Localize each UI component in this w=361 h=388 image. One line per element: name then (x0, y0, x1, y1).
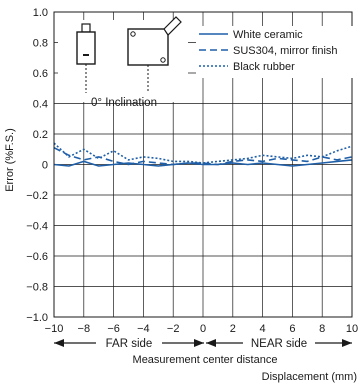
legend-label: SUS304, mirror finish (233, 45, 338, 57)
y-tick-label: 0.8 (33, 38, 48, 50)
plot-frame (53, 11, 353, 318)
legend-label: Black rubber (233, 61, 295, 73)
cylindrical-sensor-icon (76, 23, 96, 93)
y-tick-label: −0.2 (26, 190, 48, 202)
near-side-label: NEAR side (251, 338, 307, 350)
series-line-1 (53, 146, 353, 166)
data-series (53, 142, 353, 167)
x-tick-label: 2 (230, 323, 236, 335)
y-tick-label: 0 (42, 160, 48, 172)
y-tick-label: −0.4 (26, 221, 48, 233)
far-side-label: FAR side (106, 338, 153, 350)
x-tick-label: 8 (319, 323, 325, 335)
x-tick-label: −4 (137, 323, 150, 335)
ticks: −10 −8 −6 −4 −2 0 2 4 6 8 10 1.0 0.8 0.6 0.4 0.2 0 −0.2 −0… (26, 7, 358, 335)
far-side-arrow: FAR side (54, 334, 204, 352)
x-tick-label: −10 (45, 323, 64, 335)
y-tick-label: 0.4 (33, 99, 48, 111)
legend-item-black-rubber: Black rubber (199, 61, 295, 73)
legend-item-sus304: SUS304, mirror finish (199, 45, 338, 57)
x-tick-label: 0 (200, 323, 206, 335)
x-tick-label: 4 (260, 323, 266, 335)
x-axis-label: Displacement (mm) (262, 371, 357, 383)
near-side-arrow: NEAR side (206, 334, 352, 352)
x-axis-title: Measurement center distance (133, 354, 278, 366)
square-sensor-icon (127, 16, 182, 93)
y-tick-label: −0.8 (26, 282, 48, 294)
series-line-0 (53, 159, 353, 167)
legend-label: White ceramic (233, 29, 303, 41)
series-line-2 (53, 142, 353, 164)
inset-label: 0° Inclination (91, 97, 157, 109)
y-tick-label: −0.6 (26, 251, 48, 263)
legend: White ceramic SUS304, mirror finish Blac… (196, 26, 356, 78)
sensor-inset: 0° Inclination (58, 16, 188, 109)
x-tick-label: −8 (78, 323, 91, 335)
side-arrows: FAR side NEAR side (54, 334, 352, 352)
x-tick-label: 6 (289, 323, 295, 335)
x-tick-label: −2 (167, 323, 180, 335)
legend-item-white-ceramic: White ceramic (199, 29, 303, 41)
y-tick-label: 0.2 (33, 129, 48, 141)
x-tick-label: 10 (346, 323, 358, 335)
y-tick-label: 0.6 (33, 68, 48, 80)
y-tick-label: −1.0 (26, 312, 48, 324)
y-tick-label: 1.0 (33, 7, 48, 19)
x-tick-label: −6 (107, 323, 120, 335)
y-axis-label: Error (%F.S.) (4, 128, 16, 192)
